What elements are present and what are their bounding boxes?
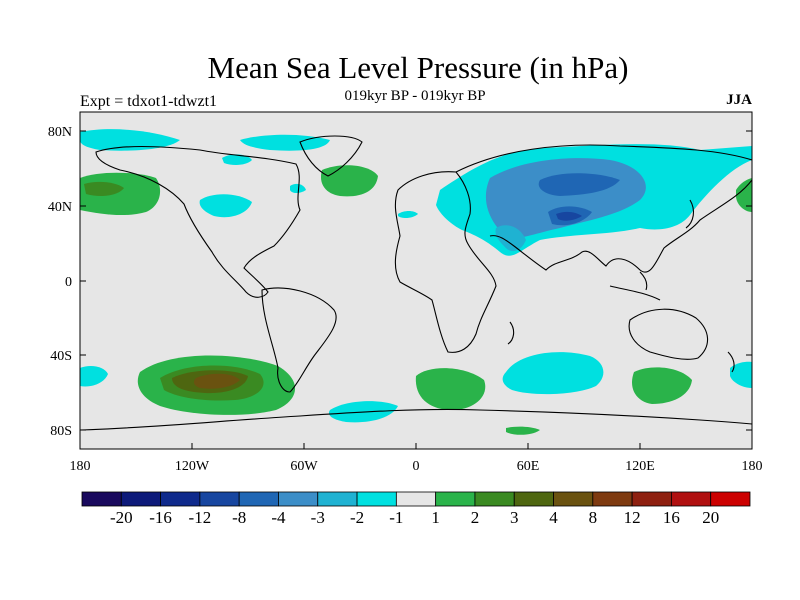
- x-tick-label: 120W: [175, 459, 210, 474]
- south-pacific-east-positive-anomaly: [632, 367, 692, 404]
- colorbar-label: -8: [232, 508, 246, 527]
- greenland-negative-anomaly: [240, 134, 330, 151]
- coast-new-zealand: [727, 351, 735, 373]
- east-pacific-negative-anomaly-2: [730, 361, 752, 388]
- coast-asia: [455, 144, 752, 273]
- y-tick-label: 40S: [50, 349, 72, 364]
- colorbar-swatch: [81, 491, 122, 507]
- canada-negative-anomaly: [80, 129, 180, 151]
- asia-negative-core-2: [538, 173, 620, 196]
- colorbar-label: 2: [471, 508, 480, 527]
- x-axis-labels: 180 120W 60W 0 60E 120E 180: [70, 459, 763, 474]
- tick-marks: [79, 130, 753, 449]
- pressure-anomaly-field: [80, 129, 752, 435]
- south-atlantic-positive-anomaly: [415, 368, 486, 410]
- colorbar-label: 1: [431, 508, 440, 527]
- coast-madagascar: [507, 321, 515, 345]
- colorbar-label: 8: [589, 508, 598, 527]
- north-pacific-positive-core: [84, 181, 124, 196]
- asia-negative-core-4: [556, 211, 582, 221]
- x-tick-label: 120E: [625, 459, 655, 474]
- colorbar-swatch: [278, 491, 319, 507]
- x-tick-label: 180: [70, 459, 91, 474]
- north-atlantic-positive-anomaly: [320, 165, 378, 197]
- season-label: JJA: [726, 92, 752, 108]
- europe-small-negative: [398, 211, 418, 219]
- colorbar-label: -2: [350, 508, 364, 527]
- y-tick-label: 0: [65, 275, 72, 290]
- y-tick-label: 80S: [50, 424, 72, 439]
- x-tick-label: 60E: [517, 459, 540, 474]
- colorbar-label: -20: [110, 508, 133, 527]
- coast-greenland: [299, 135, 363, 177]
- coastlines: [80, 135, 752, 431]
- colorbar-swatch: [317, 491, 358, 507]
- coast-north-america: [95, 145, 301, 298]
- x-tick-label: 0: [413, 459, 420, 474]
- colorbar-label: -1: [389, 508, 403, 527]
- colorbar-swatch: [356, 491, 397, 507]
- colorbar-label: 3: [510, 508, 519, 527]
- colorbar-swatch: [474, 491, 515, 507]
- colorbar: -20 -16 -12 -8 -4 -3 -2 -1 1 2 3 4 8 12 16 20: [81, 491, 751, 527]
- y-tick-label: 80N: [48, 125, 72, 140]
- colorbar-swatch: [513, 491, 554, 507]
- colorbar-label: -16: [149, 508, 172, 527]
- coast-japan: [685, 199, 695, 229]
- coast-europe-africa: [394, 171, 497, 353]
- colorbar-label: -3: [311, 508, 325, 527]
- north-pacific-negative-anomaly: [199, 194, 252, 218]
- colorbar-swatch: [120, 491, 161, 507]
- colorbar-label: 4: [549, 508, 558, 527]
- south-pacific-positive-core: [193, 373, 240, 389]
- colorbar-swatch: [238, 491, 279, 507]
- colorbar-label: 20: [702, 508, 719, 527]
- west-pacific-positive-anomaly: [736, 178, 752, 212]
- south-indian-negative-anomaly: [502, 352, 604, 395]
- colorbar-swatch: [199, 491, 240, 507]
- colorbar-label: -12: [189, 508, 212, 527]
- east-pacific-negative-anomaly: [80, 366, 108, 387]
- colorbar-swatch: [631, 491, 672, 507]
- plot-title: Mean Sea Level Pressure (in hPa): [207, 50, 629, 85]
- colorbar-swatch: [671, 491, 712, 507]
- coast-australia: [628, 308, 709, 360]
- experiment-label: Expt = tdxot1-tdwzt1: [80, 93, 218, 110]
- x-tick-label: 60W: [290, 459, 318, 474]
- colorbar-swatch: [553, 491, 594, 507]
- y-axis-labels: 80N 40N 0 40S 80S: [48, 125, 72, 439]
- colorbar-swatch: [710, 491, 751, 507]
- colorbar-swatch: [160, 491, 201, 507]
- colorbar-swatch: [435, 491, 476, 507]
- arabia-negative-anomaly: [495, 225, 526, 252]
- coast-antarctica: [80, 408, 752, 431]
- colorbar-label: 16: [663, 508, 680, 527]
- y-tick-label: 40N: [48, 200, 72, 215]
- hudson-negative-anomaly: [222, 154, 252, 165]
- colorbar-swatch: [395, 491, 437, 507]
- coast-indonesia: [609, 271, 661, 301]
- plot-subtitle: 019kyr BP - 019kyr BP: [344, 88, 486, 104]
- coast-south-america: [261, 287, 337, 393]
- north-america-small-negative: [290, 183, 306, 193]
- antarctic-positive-patch: [506, 426, 540, 435]
- colorbar-swatch: [592, 491, 633, 507]
- colorbar-label: -4: [271, 508, 286, 527]
- x-tick-label: 180: [742, 459, 763, 474]
- colorbar-label: 12: [624, 508, 641, 527]
